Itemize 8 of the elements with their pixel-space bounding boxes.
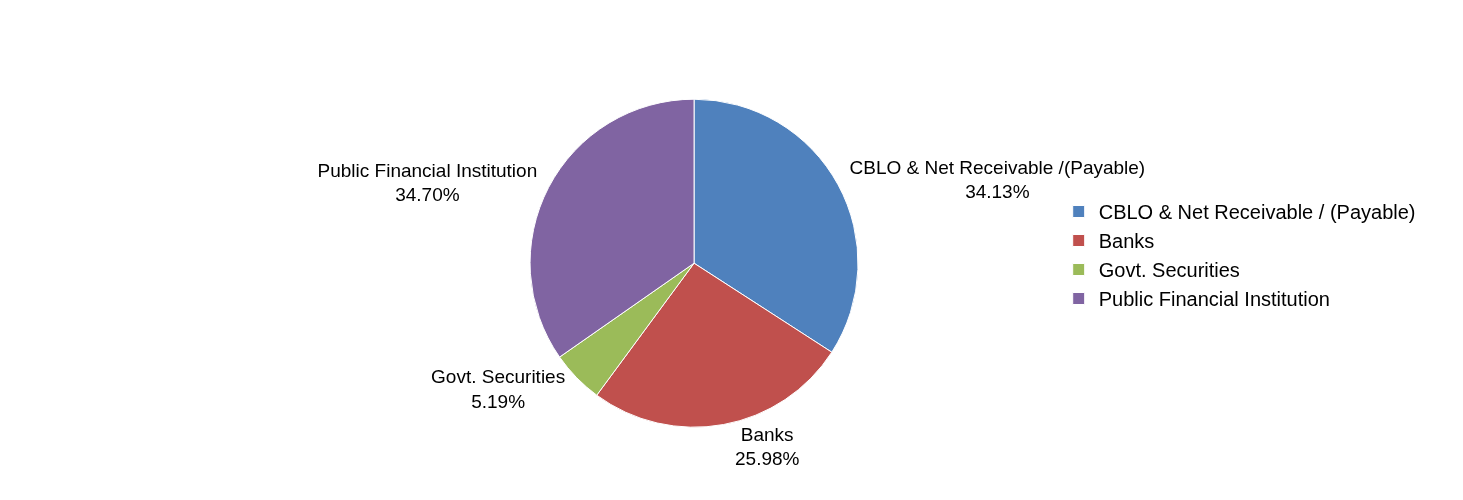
legend-label: CBLO & Net Receivable / (Payable) [1098, 201, 1416, 224]
data-label: Banks 25.98% [734, 423, 800, 470]
legend-label: Public Financial Institution [1098, 288, 1330, 311]
legend-label: Banks [1098, 230, 1155, 253]
data-label: Public Financial Institution 34.70% [317, 159, 538, 206]
data-label: Govt. Securities 5.19% [431, 365, 566, 412]
data-label: CBLO & Net Receivable /(Payable) 34.13% [849, 156, 1146, 203]
legend-label: Govt. Securities [1098, 259, 1240, 282]
